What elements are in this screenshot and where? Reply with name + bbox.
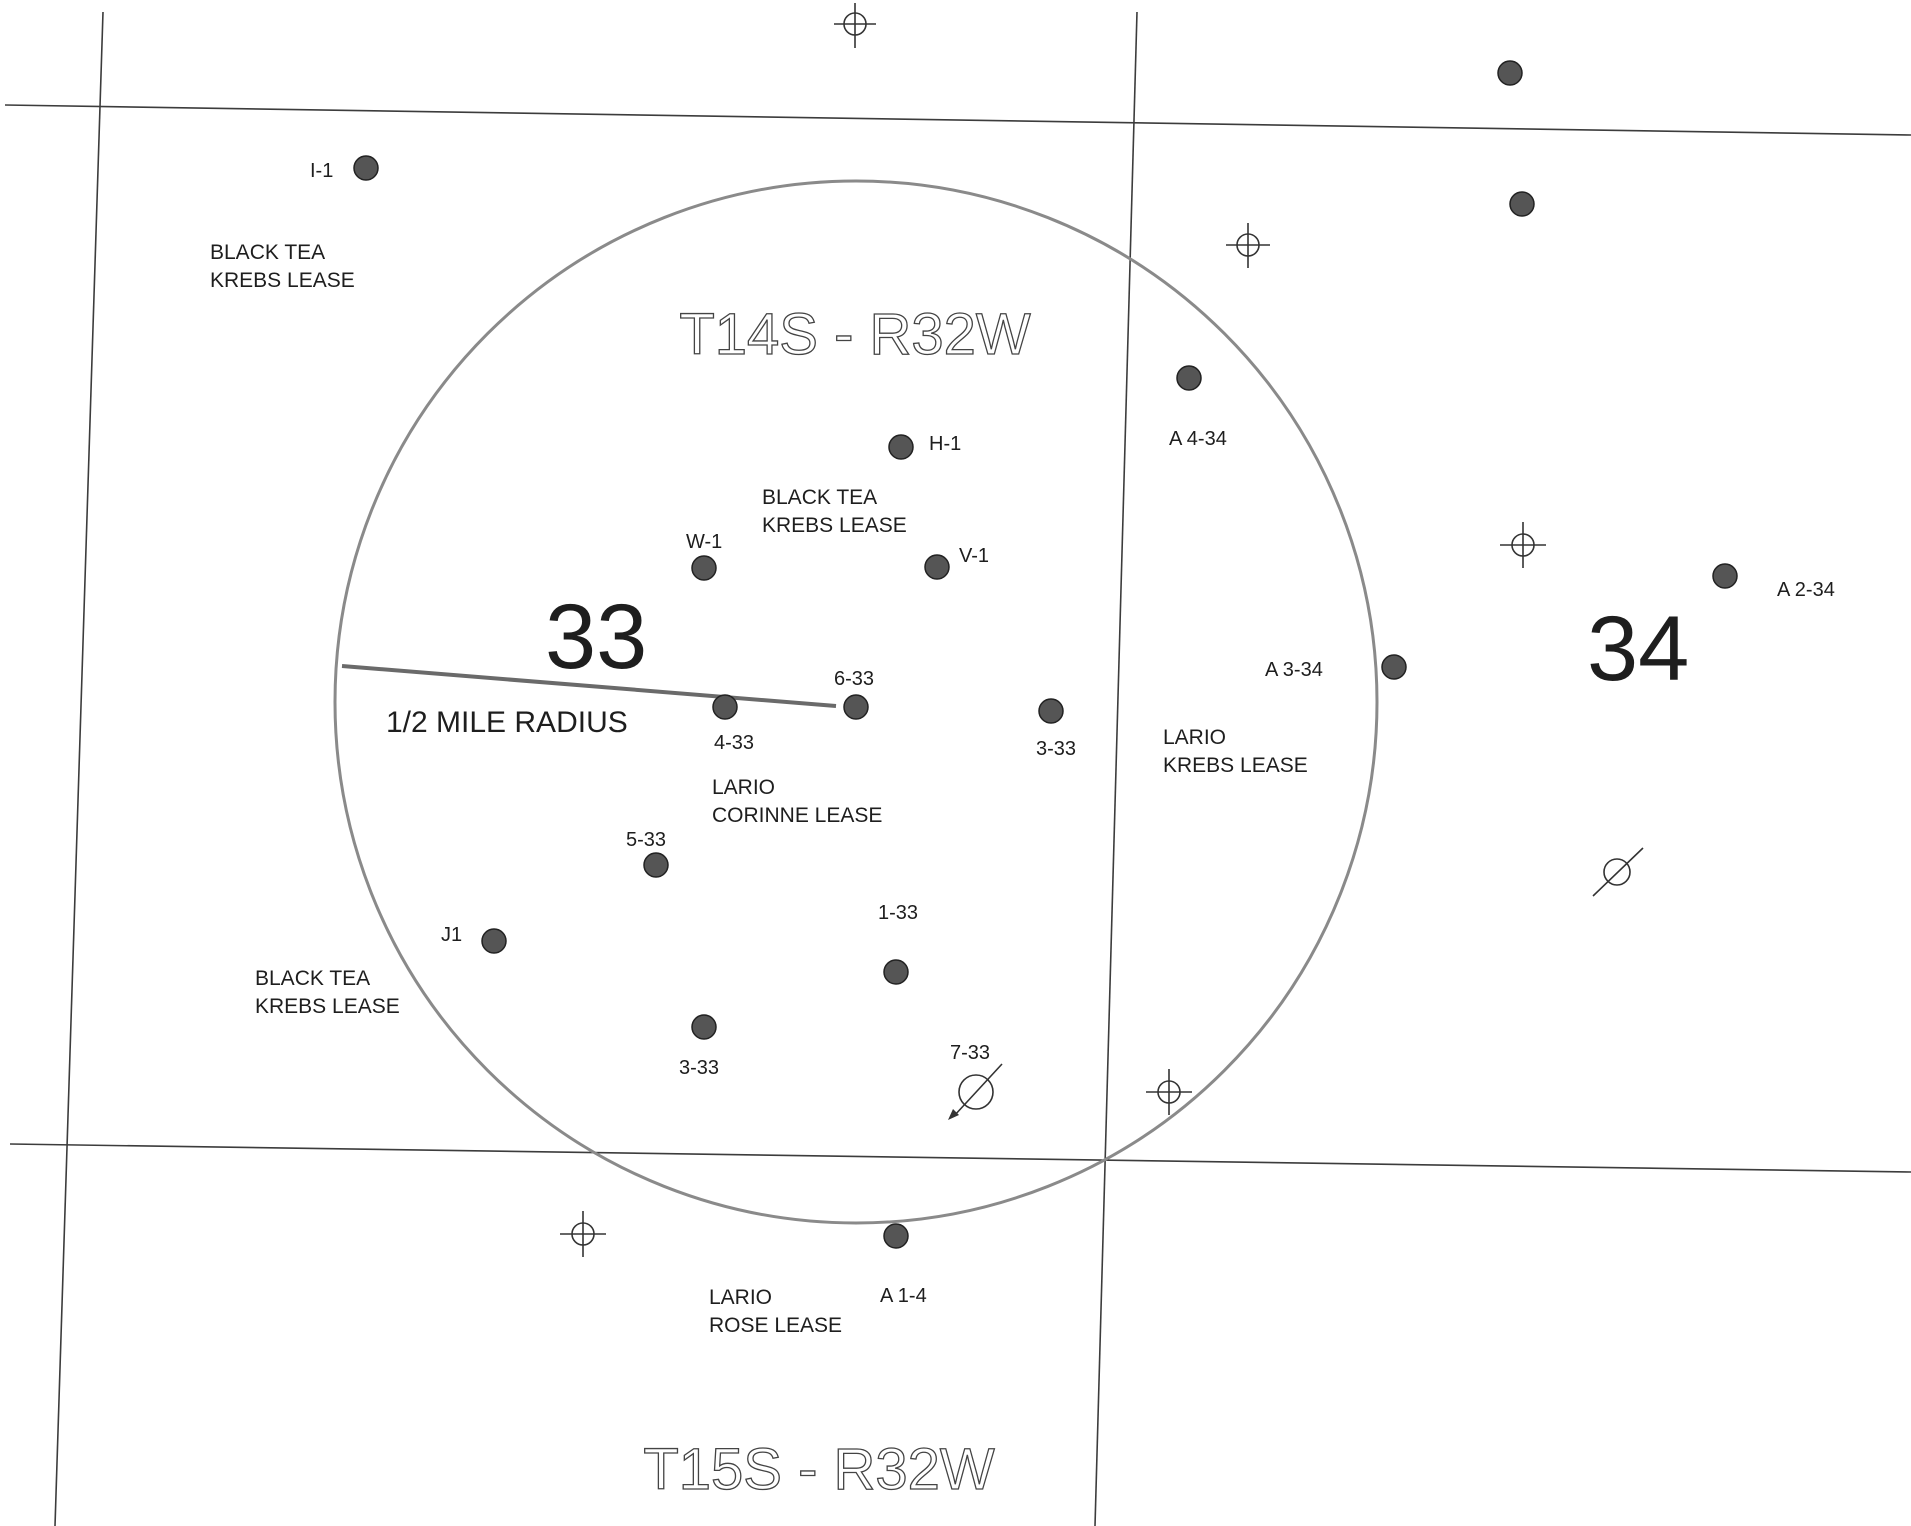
well-label: V-1 (959, 545, 989, 567)
section-line-west (54, 11, 104, 1526)
well-marker[interactable] (481, 928, 507, 954)
township-south-label: T15S - R32W (643, 1437, 995, 1502)
well-marker[interactable] (691, 1014, 717, 1040)
well-label: 6-33 (834, 668, 874, 690)
lease-label-line1: BLACK TEA (255, 967, 370, 990)
well-label: W-1 (686, 531, 722, 553)
lease-label-line2: KREBS LEASE (762, 514, 907, 537)
dry-hole-symbols (560, 3, 1644, 1257)
well-marker[interactable] (1509, 191, 1535, 217)
well-marker[interactable] (691, 555, 717, 581)
lease-label-line1: LARIO (709, 1286, 772, 1309)
dry-hole-icon[interactable] (1226, 223, 1270, 268)
lease-label-line1: BLACK TEA (210, 241, 325, 264)
well-label: A 4-34 (1169, 428, 1227, 450)
well-marker[interactable] (1381, 654, 1407, 680)
well-label: A 1-4 (880, 1285, 927, 1307)
well-label: J1 (441, 924, 462, 946)
well-label: 4-33 (714, 732, 754, 754)
half-mile-radius-circle (333, 179, 1379, 1225)
well-label: 3-33 (1036, 738, 1076, 760)
township-north-label: T14S - R32W (679, 302, 1031, 367)
well-7-33[interactable]: 7-33 (948, 1042, 1003, 1120)
lease-label-line1: BLACK TEA (762, 486, 877, 509)
well-deviation-arrow (953, 1063, 1003, 1117)
section-line-middle (1094, 11, 1138, 1526)
lease-label-line2: KREBS LEASE (210, 269, 355, 292)
section-33-label: 33 (545, 586, 647, 688)
section-line-north (4, 104, 1911, 136)
well-marker[interactable] (883, 1223, 909, 1249)
half-mile-radius-line (341, 664, 837, 708)
well-label: H-1 (929, 433, 961, 455)
dry-hole-icon[interactable] (1146, 1069, 1192, 1115)
well-label: I-1 (310, 160, 333, 182)
well-marker[interactable] (643, 852, 669, 878)
well-marker[interactable] (1497, 60, 1523, 86)
well-marker[interactable] (888, 434, 914, 460)
well-label: 3-33 (679, 1057, 719, 1079)
lease-label-line2: KREBS LEASE (255, 995, 400, 1018)
lease-label-line2: CORINNE LEASE (712, 804, 882, 827)
section-34-label: 34 (1587, 598, 1689, 700)
wells: I-1 H-1 W-1 V-1 6-33 4-33 3-33 5-33 J1 1… (310, 60, 1835, 1307)
radius-label: 1/2 MILE RADIUS (386, 706, 628, 739)
well-marker[interactable] (1176, 365, 1202, 391)
lease-label-line2: KREBS LEASE (1163, 754, 1308, 777)
well-label: 7-33 (950, 1042, 990, 1064)
well-marker[interactable] (1712, 563, 1738, 589)
arrow-head-icon (948, 1109, 959, 1120)
well-label: 1-33 (878, 902, 918, 924)
well-label: A 3-34 (1265, 659, 1323, 681)
lease-label-line1: LARIO (712, 776, 775, 799)
well-label: 5-33 (626, 829, 666, 851)
well-marker[interactable] (353, 155, 379, 181)
well-marker[interactable] (843, 694, 869, 720)
lease-labels: BLACK TEA KREBS LEASE BLACK TEA KREBS LE… (210, 241, 1308, 1337)
well-marker[interactable] (883, 959, 909, 985)
dry-hole-icon[interactable] (834, 3, 876, 48)
dry-hole-icon[interactable] (560, 1211, 606, 1257)
lease-label-line1: LARIO (1163, 726, 1226, 749)
well-marker[interactable] (712, 694, 738, 720)
plugged-well-icon[interactable] (1592, 847, 1644, 897)
dry-hole-icon[interactable] (1500, 522, 1546, 568)
well-label: A 2-34 (1777, 579, 1835, 601)
well-marker[interactable] (1038, 698, 1064, 724)
section-line-south (9, 1143, 1911, 1173)
lease-label-line2: ROSE LEASE (709, 1314, 842, 1337)
well-marker[interactable] (924, 554, 950, 580)
section-lines (4, 11, 1911, 1526)
